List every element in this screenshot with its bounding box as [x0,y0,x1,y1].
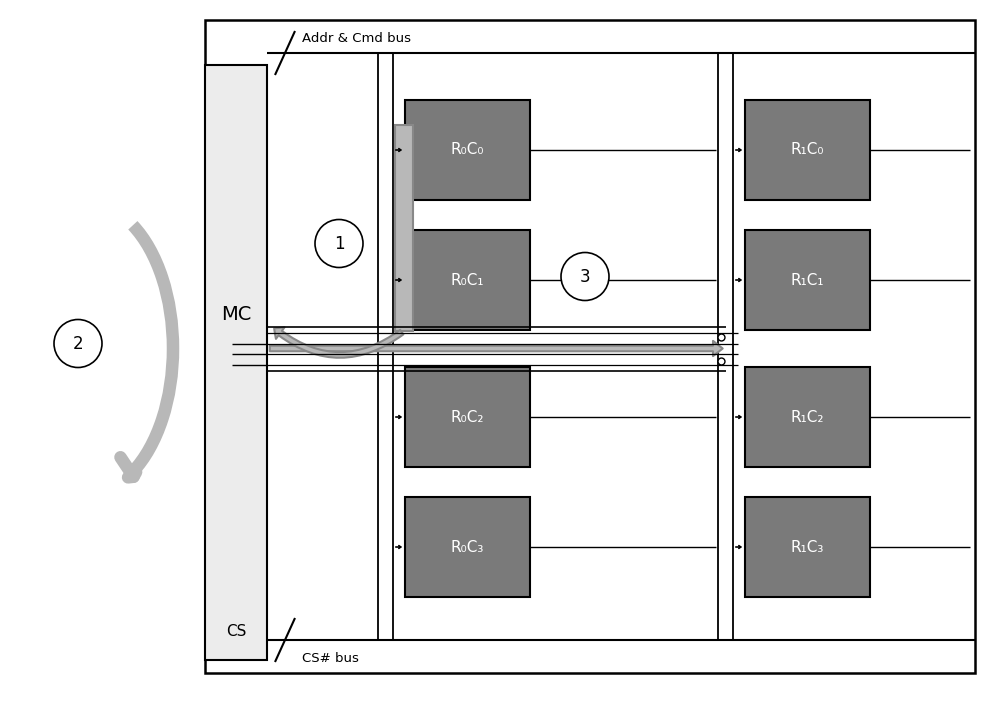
FancyArrowPatch shape [270,341,723,356]
Text: R₀C₃: R₀C₃ [451,540,484,555]
Text: R₁C₃: R₁C₃ [791,540,824,555]
Text: R₁C₁: R₁C₁ [791,272,824,287]
Text: R₁C₀: R₁C₀ [791,142,824,157]
FancyArrowPatch shape [274,327,403,358]
Bar [745,497,870,597]
Text: R₁C₂: R₁C₂ [791,410,824,425]
Text: 1: 1 [334,235,344,252]
Text: 2: 2 [73,335,83,352]
Bar [405,497,530,597]
Text: R₀C₀: R₀C₀ [451,142,484,157]
Bar [745,100,870,200]
Circle shape [561,252,609,300]
Bar [405,230,530,330]
Bar [745,367,870,467]
Bar [405,100,530,200]
Bar [405,367,530,467]
Text: R₀C₂: R₀C₂ [451,410,484,425]
Text: R₀C₁: R₀C₁ [451,272,484,287]
Text: CS# bus: CS# bus [302,652,359,665]
Text: MC: MC [221,305,251,325]
Circle shape [315,220,363,267]
Bar [745,230,870,330]
Circle shape [54,320,102,368]
Text: CS: CS [226,624,246,639]
Text: 3: 3 [580,267,590,285]
Text: Addr & Cmd bus: Addr & Cmd bus [302,32,411,45]
Bar [205,20,975,673]
Bar [205,65,267,660]
Bar [395,125,413,330]
